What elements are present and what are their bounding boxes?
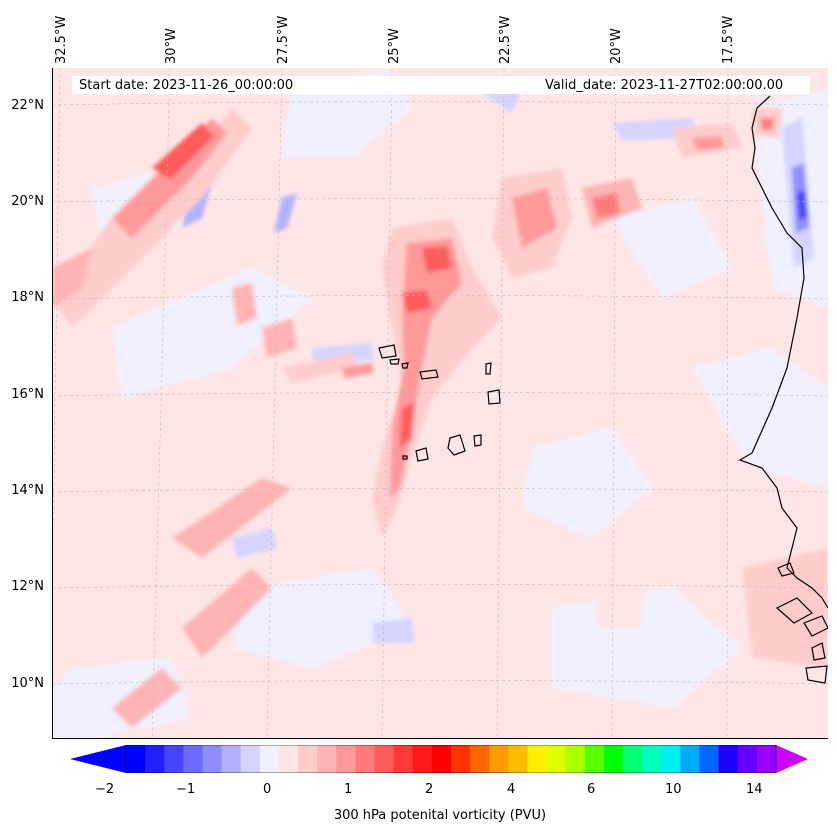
colorbar-cell xyxy=(718,745,739,773)
colorbar-cell xyxy=(642,745,662,773)
colorbar-cell xyxy=(221,745,242,773)
colorbar-cell xyxy=(317,745,337,773)
lon-label: 32.5°W xyxy=(54,15,69,64)
map-plot-area xyxy=(49,67,829,740)
colorbar-tick: −2 xyxy=(95,782,115,797)
lat-label: 20°N xyxy=(11,194,44,209)
lat-label: 10°N xyxy=(11,676,44,691)
lon-label: 27.5°W xyxy=(276,15,291,64)
lat-label: 12°N xyxy=(11,579,44,594)
colorbar-cell xyxy=(756,745,777,773)
lat-label: 14°N xyxy=(11,483,44,498)
pv-field-map xyxy=(49,67,829,740)
colorbar-outline xyxy=(125,745,777,773)
colorbar-tick: 4 xyxy=(507,782,516,797)
colorbar-extend-min xyxy=(70,745,126,773)
colorbar-cell xyxy=(412,745,433,773)
colorbar-cell xyxy=(661,745,681,773)
date-banner xyxy=(72,76,810,94)
graticule xyxy=(49,67,829,740)
colorbar-tick: 2 xyxy=(425,782,434,797)
colorbar-cell xyxy=(336,745,356,773)
colorbar-cell xyxy=(546,745,567,773)
colorbar-cell xyxy=(393,745,414,773)
colorbar-cells xyxy=(126,745,777,773)
colorbar-cell xyxy=(126,745,146,773)
colorbar-cell xyxy=(489,745,509,773)
colorbar-cell xyxy=(298,745,318,773)
colorbar xyxy=(70,745,808,773)
valid-date: Valid_date: 2023-11-27T02:00:00.00 xyxy=(545,78,784,93)
colorbar-cell xyxy=(240,745,261,773)
colorbar-cell xyxy=(183,745,203,773)
colorbar-cell xyxy=(202,745,223,773)
colorbar-cell xyxy=(584,745,605,773)
lat-label: 16°N xyxy=(11,387,44,402)
colorbar-cell xyxy=(623,745,643,773)
colorbar-cell xyxy=(565,745,586,773)
colorbar-cell xyxy=(470,745,490,773)
colorbar-cell xyxy=(259,745,280,773)
start-date: Start date: 2023-11-26_00:00:00 xyxy=(79,78,294,93)
colorbar-cell xyxy=(699,745,720,773)
pv-contours xyxy=(52,68,828,739)
colorbar-extend-max xyxy=(776,745,808,773)
lon-label: 17.5°W xyxy=(721,15,736,64)
colorbar-cell xyxy=(374,745,395,773)
colorbar-tick: 14 xyxy=(746,782,763,797)
lon-label: 25°W xyxy=(387,28,402,64)
colorbar-cell xyxy=(355,745,376,773)
lon-label: 22.5°W xyxy=(498,15,513,64)
colorbar-cell xyxy=(164,745,184,773)
colorbar-cell xyxy=(145,745,165,773)
colorbar-tick: 10 xyxy=(665,782,682,797)
colorbar-tick: 6 xyxy=(587,782,596,797)
colorbar-title: 300 hPa potenital vorticity (PVU) xyxy=(333,808,547,823)
colorbar-cell xyxy=(508,745,528,773)
colorbar-tick: 0 xyxy=(263,782,272,797)
lat-label: 22°N xyxy=(11,98,44,113)
colorbar-cell xyxy=(451,745,471,773)
colorbar-cell xyxy=(737,745,758,773)
colorbar-cell xyxy=(527,745,548,773)
colorbar-cell xyxy=(431,745,452,773)
map-border xyxy=(52,68,828,739)
colorbar-cell xyxy=(278,745,299,773)
colorbar-cell xyxy=(603,745,624,773)
lat-label: 18°N xyxy=(11,290,44,305)
lon-label: 30°W xyxy=(164,28,179,64)
coastlines xyxy=(378,95,829,684)
lon-label: 20°W xyxy=(609,28,624,64)
colorbar-tick: −1 xyxy=(176,782,196,797)
colorbar-cell xyxy=(680,745,701,773)
colorbar-tick: 1 xyxy=(344,782,353,797)
